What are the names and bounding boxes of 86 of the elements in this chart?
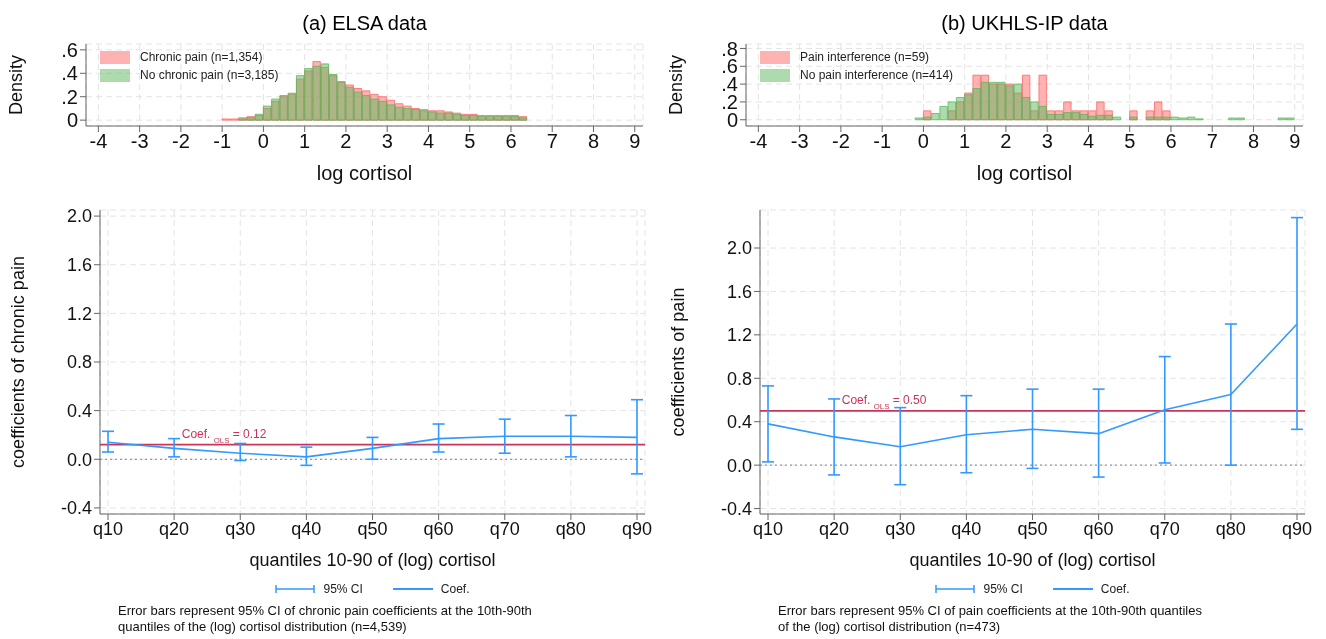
text: 95% CI — [983, 582, 1023, 596]
x-tick-label: q80 — [1215, 518, 1246, 539]
y-tick-label: -0.4 — [60, 498, 92, 519]
x-tick-label: 1 — [299, 130, 311, 153]
y-tick-label: -0.4 — [720, 498, 752, 519]
x-tick-label: q30 — [885, 518, 916, 539]
x-tick-label: 7 — [546, 130, 558, 153]
y-tick-label: 0.4 — [66, 401, 92, 422]
x-axis-title: quantiles 10-90 of (log) cortisol — [249, 550, 496, 570]
x-tick-label: q90 — [621, 518, 653, 539]
x-tick-label: 4 — [1082, 130, 1095, 153]
x-tick-label: 3 — [381, 130, 393, 153]
legend-label: Coef. — [1100, 582, 1130, 596]
x-tick-label: 8 — [587, 130, 600, 153]
x-tick-label: q90 — [1281, 518, 1313, 539]
y-axis-title: coefficients of pain — [668, 287, 689, 437]
x-tick-label: -4 — [749, 130, 768, 153]
x-tick-label: q60 — [423, 518, 454, 539]
x-tick-label: 0 — [917, 130, 929, 153]
x-tick-label: q40 — [951, 518, 982, 539]
y-tick-label: 1.6 — [66, 255, 92, 276]
x-tick-label: q20 — [819, 518, 850, 539]
x-tick-label: -4 — [89, 130, 108, 153]
x-tick-label: 0 — [257, 130, 269, 153]
x-tick-label: 8 — [1247, 130, 1260, 153]
x-tick-label: q50 — [357, 518, 388, 539]
x-tick-label: q10 — [752, 518, 784, 539]
text: Error bars represent 95% CI of chronic pain coefficients at the 10th-90th quantiles of the (log) cortisol distribution (n=4,539) — [118, 603, 532, 635]
y-tick-label: 0.0 — [66, 449, 92, 470]
y-tick-label: .6 — [61, 38, 78, 61]
x-tick-label: -2 — [832, 130, 850, 153]
ref-line-label: Coef. $_{OLS}$ = 0.50 — [841, 392, 927, 411]
y-tick-label: 2.0 — [726, 238, 752, 259]
x-tick-label: 9 — [1289, 130, 1301, 153]
chart-title: (a) ELSA data — [301, 12, 428, 35]
y-axis-title: coefficients of chronic pain — [8, 256, 29, 468]
x-tick-label: q70 — [489, 518, 520, 539]
legend-label: Chronic pain (n=1,354) — [140, 49, 263, 66]
x-tick-label: 2 — [1000, 130, 1012, 153]
x-tick-label: 6 — [505, 130, 517, 153]
text: Error bars represent 95% CI of pain coefficients at the 10th-90th quantiles of the (log) cortisol distribution (n=473) — [778, 603, 1202, 635]
y-tick-label: 0 — [66, 109, 78, 132]
x-tick-label: -3 — [130, 130, 149, 153]
y-tick-label: .4 — [61, 62, 78, 85]
x-tick-label: 6 — [1165, 130, 1177, 153]
legend-label: Pain interference (n=59) — [800, 49, 930, 66]
y-axis-title: Density — [666, 54, 687, 116]
x-tick-label: -2 — [172, 130, 190, 153]
x-tick-label: q70 — [1149, 518, 1180, 539]
x-tick-label: q80 — [555, 518, 586, 539]
y-tick-label: 0.4 — [726, 412, 752, 433]
x-tick-label: q50 — [1017, 518, 1048, 539]
y-tick-label: 1.2 — [66, 303, 92, 324]
x-tick-label: -1 — [213, 130, 232, 153]
y-tick-label: 0.8 — [726, 368, 752, 389]
ref-line-label: Coef. $_{OLS}$ = 0.12 — [181, 426, 267, 445]
y-tick-label: .2 — [61, 85, 78, 108]
chart-title: (b) UKHLS-IP data — [940, 12, 1109, 35]
legend-label: Coef. — [440, 582, 470, 596]
text: 95% CI — [323, 582, 363, 596]
legend-label: No pain interference (n=414) — [800, 67, 954, 84]
x-axis-title: quantiles 10-90 of (log) cortisol — [909, 550, 1156, 570]
y-tick-label: 0.0 — [726, 455, 752, 476]
x-tick-label: 5 — [464, 130, 476, 153]
x-tick-label: 5 — [1124, 130, 1136, 153]
x-axis-title: log cortisol — [316, 162, 413, 184]
y-tick-label: 1.2 — [726, 325, 752, 346]
y-tick-label: 0.8 — [66, 352, 92, 373]
x-tick-label: q20 — [159, 518, 190, 539]
x-tick-label: 9 — [629, 130, 641, 153]
x-tick-label: 1 — [959, 130, 971, 153]
legend-label: No chronic pain (n=3,185) — [140, 67, 279, 84]
x-tick-label: 2 — [340, 130, 352, 153]
x-tick-label: 4 — [422, 130, 435, 153]
x-axis-title: log cortisol — [976, 162, 1073, 184]
x-tick-label: 3 — [1041, 130, 1053, 153]
y-axis-title: Density — [6, 54, 27, 116]
y-tick-label: 1.6 — [726, 281, 752, 302]
x-tick-label: 7 — [1206, 130, 1218, 153]
x-tick-label: q10 — [92, 518, 124, 539]
x-tick-label: -1 — [873, 130, 892, 153]
y-tick-label: 2.0 — [66, 206, 92, 227]
x-tick-label: -3 — [790, 130, 809, 153]
x-tick-label: q40 — [291, 518, 322, 539]
x-tick-label: q30 — [225, 518, 256, 539]
x-tick-label: q60 — [1083, 518, 1114, 539]
